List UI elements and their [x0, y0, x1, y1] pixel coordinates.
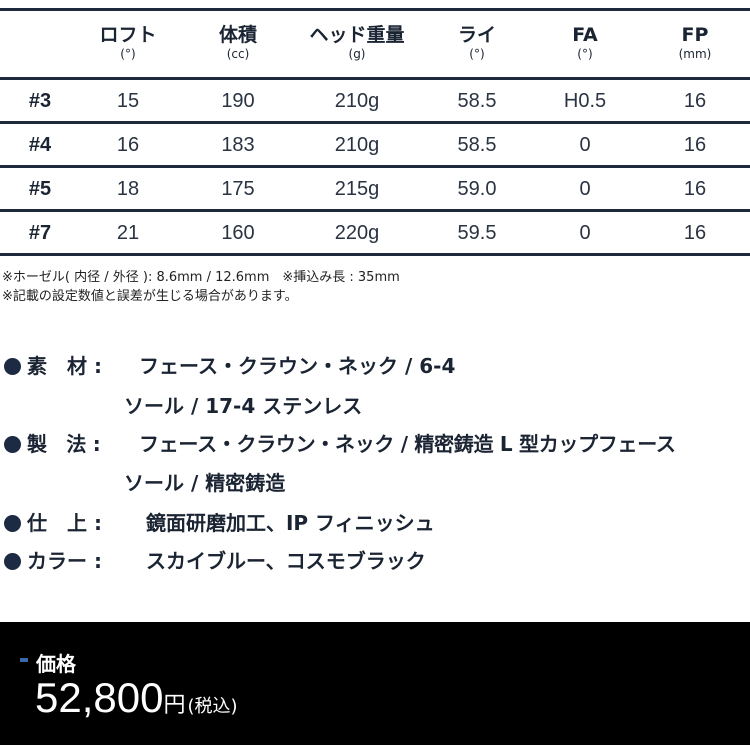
table-cell: 183 [221, 134, 255, 156]
row-label: #4 [28, 134, 52, 156]
note-hosel: ※ホーゼル( 内径 / 外径 ): 8.6mm / 12.6mm ※挿込み長 :… [2, 270, 400, 285]
header-volume: 体積 (cc) [218, 24, 258, 61]
header-fa: FA (°) [572, 24, 598, 61]
table-cell: 16 [116, 134, 140, 156]
spec-color: カラー : スカイブルー、コスモブラック [4, 545, 426, 574]
table-cell: 15 [116, 90, 140, 112]
header-loft: ロフト (°) [99, 24, 157, 61]
spec-material: 素 材 : フェース・クラウン・ネック / 6-4 [4, 350, 455, 379]
spec-material-line2: ソール / 17-4 ステンレス [124, 394, 363, 418]
price-value: 52,800円 (税込) [35, 674, 238, 722]
table-cell: 58.5 [457, 90, 497, 112]
price-label: 価格 [36, 652, 76, 676]
price-tax: (税込) [187, 696, 238, 717]
table-cell: 215g [334, 178, 380, 200]
header-lie: ライ (°) [457, 24, 497, 61]
table-cell: 16 [683, 222, 707, 244]
table-cell: 160 [221, 222, 255, 244]
table-cell: 58.5 [457, 134, 497, 156]
price-currency: 円 [163, 693, 186, 718]
bullet-icon [4, 358, 21, 375]
divider [0, 121, 750, 124]
table-cell: 210g [334, 90, 380, 112]
table-cell: 59.0 [457, 178, 497, 200]
row-label: #5 [28, 178, 52, 200]
spec-finish: 仕 上 : 鏡面研磨加工、IP フィニッシュ [4, 507, 435, 536]
table-cell: 16 [683, 178, 707, 200]
row-label: #3 [28, 90, 52, 112]
accent-dash-icon [20, 658, 28, 662]
bullet-icon [4, 515, 21, 532]
table-header: ロフト (°) 体積 (cc) ヘッド重量 (g) ライ (°) FA (°) FP (mm… [0, 24, 750, 74]
divider [0, 209, 750, 212]
table-row: #3 15 190 210g 58.5 H0.5 16 [0, 79, 750, 121]
divider [0, 165, 750, 168]
table-cell: 220g [334, 222, 380, 244]
divider [0, 77, 750, 80]
table-cell: 0 [579, 178, 591, 200]
table-cell: 0 [579, 134, 591, 156]
table-cell: 0 [579, 222, 591, 244]
divider [0, 8, 750, 11]
header-weight: ヘッド重量 (g) [309, 24, 405, 61]
header-fp: FP (mm) [678, 24, 712, 61]
table-cell: 175 [221, 178, 255, 200]
table-cell: 16 [683, 134, 707, 156]
table-cell: 210g [334, 134, 380, 156]
note-disclaimer: ※記載の設定数値と誤差が生じる場合があります。 [2, 289, 298, 304]
table-row: #5 18 175 215g 59.0 0 16 [0, 167, 750, 209]
table-cell: 190 [221, 90, 255, 112]
table-cell: 16 [683, 90, 707, 112]
table-cell: 21 [116, 222, 140, 244]
table-cell: H0.5 [563, 90, 607, 112]
spec-method-line2: ソール / 精密鋳造 [124, 471, 286, 495]
table-row: #4 16 183 210g 58.5 0 16 [0, 123, 750, 165]
divider [0, 253, 750, 256]
price-amount: 52,800 [35, 674, 164, 721]
spec-method: 製 法 : フェース・クラウン・ネック / 精密鋳造 L 型カップフェース [4, 428, 676, 457]
table-cell: 59.5 [457, 222, 497, 244]
table-row: #7 21 160 220g 59.5 0 16 [0, 211, 750, 253]
row-label: #7 [28, 222, 52, 244]
bullet-icon [4, 436, 21, 453]
table-cell: 18 [116, 178, 140, 200]
bullet-icon [4, 553, 21, 570]
price-panel: 価格 52,800円 (税込) [0, 622, 750, 745]
